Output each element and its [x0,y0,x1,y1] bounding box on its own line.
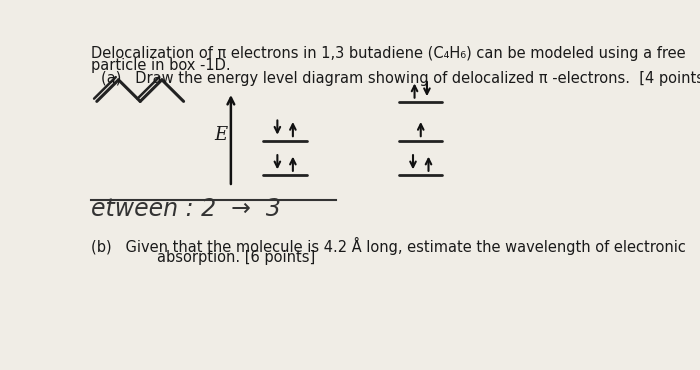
Text: particle in box -1D.: particle in box -1D. [92,58,231,73]
Text: absorption. [6 points]: absorption. [6 points] [158,250,316,265]
Text: Delocalization of π electrons in 1,3 butadiene (C₄H₆) can be modeled using a fre: Delocalization of π electrons in 1,3 but… [92,46,686,61]
Text: (a)   Draw the energy level diagram showing of delocalized π -electrons.  [4 poi: (a) Draw the energy level diagram showin… [102,71,700,85]
Text: (b)   Given that the molecule is 4.2 Å long, estimate the wavelength of electron: (b) Given that the molecule is 4.2 Å lon… [92,237,686,255]
Text: E: E [214,126,228,144]
Text: etween : 2  →  3: etween : 2 → 3 [92,197,281,221]
